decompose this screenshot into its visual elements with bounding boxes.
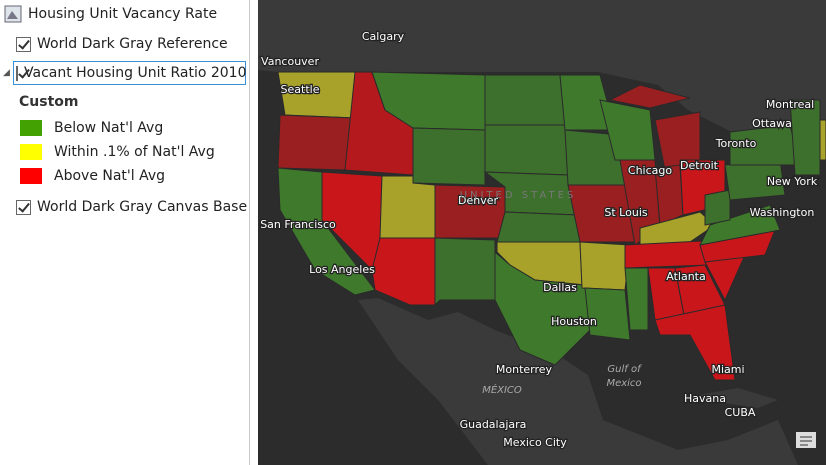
layer-row-selected[interactable]: Vacant Housing Unit Ratio 2010 [13, 61, 247, 85]
state [496, 211, 581, 243]
mexico [358, 298, 798, 465]
map-label: Toronto [715, 137, 757, 150]
legend-item: Within .1% of Nat'l Avg [16, 141, 215, 163]
state [608, 84, 691, 109]
layer-label: World Dark Gray Reference [37, 36, 228, 52]
state [654, 304, 736, 381]
map-label: Detroit [680, 159, 719, 172]
legend-swatch [20, 168, 42, 184]
state [624, 267, 649, 331]
map-label: MÉXICO [482, 383, 522, 396]
layer-row[interactable]: World Dark Gray Canvas Base [16, 196, 247, 218]
layer-label: World Dark Gray Canvas Base [37, 199, 248, 215]
map-name: Housing Unit Vacancy Rate [28, 6, 218, 22]
state [699, 204, 781, 246]
layer-row[interactable]: World Dark Gray Reference [16, 33, 228, 55]
state [639, 211, 716, 246]
map-label: Miami [711, 363, 744, 376]
state [277, 114, 356, 171]
legend-label: Above Nat'l Avg [54, 168, 166, 184]
states [277, 71, 826, 381]
map-label: Vancouver [261, 55, 319, 68]
map-label: Washington [750, 206, 815, 219]
state [789, 99, 821, 176]
state [484, 74, 566, 126]
cuba [698, 388, 778, 408]
checkbox[interactable] [16, 199, 31, 215]
legend-swatch [20, 144, 42, 160]
contents-pane: Housing Unit Vacancy Rate World Dark Gra… [0, 0, 250, 465]
expand-arrow[interactable]: ◢ [3, 68, 10, 78]
map-icon [4, 5, 22, 23]
map-view[interactable]: Calgary Vancouver Seattle Ottawa Montreal Tor… [258, 0, 826, 465]
map-label: Ottawa [752, 117, 792, 130]
map-label: CUBA [725, 406, 756, 419]
state [584, 287, 631, 341]
checkbox[interactable] [16, 65, 18, 81]
legend-item: Above Nat'l Avg [16, 165, 165, 187]
map-label: Dallas [543, 281, 577, 294]
map-label: Denver [458, 194, 498, 207]
state [819, 119, 826, 161]
canada [258, 0, 826, 150]
layer-label: Vacant Housing Unit Ratio 2010 [24, 65, 247, 81]
state [484, 124, 569, 176]
map-label: Los Angeles [309, 263, 375, 276]
map-label: Calgary [362, 30, 405, 43]
map-label: Montreal [766, 98, 814, 111]
tool-icon[interactable] [796, 432, 816, 448]
map-label: Gulf of [607, 364, 642, 375]
map-label: UNITED STATES [460, 190, 577, 201]
state [434, 237, 496, 307]
map-label: Mexico [606, 378, 641, 389]
map-item[interactable]: Housing Unit Vacancy Rate [4, 3, 217, 25]
map-label: Monterrey [496, 363, 553, 376]
map-label: New York [767, 175, 818, 188]
map-label: Guadalajara [460, 418, 527, 431]
map-label: Seattle [281, 83, 320, 96]
state [412, 127, 486, 186]
legend-swatch [20, 120, 42, 136]
legend-heading: Custom [19, 94, 79, 110]
legend-label: Within .1% of Nat'l Avg [54, 144, 215, 160]
state [704, 189, 731, 226]
map-label: Mexico City [503, 436, 567, 449]
map-label: Houston [551, 315, 597, 328]
legend-item: Below Nat'l Avg [16, 117, 163, 139]
checkbox[interactable] [16, 36, 31, 52]
map-label: Atlanta [666, 270, 705, 283]
map-label: Havana [684, 392, 726, 405]
state [379, 175, 436, 239]
legend-label: Below Nat'l Avg [54, 120, 164, 136]
map-label: San Francisco [260, 218, 336, 231]
map-label: Chicago [628, 164, 672, 177]
map-label: St Louis [604, 206, 647, 219]
state [579, 241, 631, 291]
